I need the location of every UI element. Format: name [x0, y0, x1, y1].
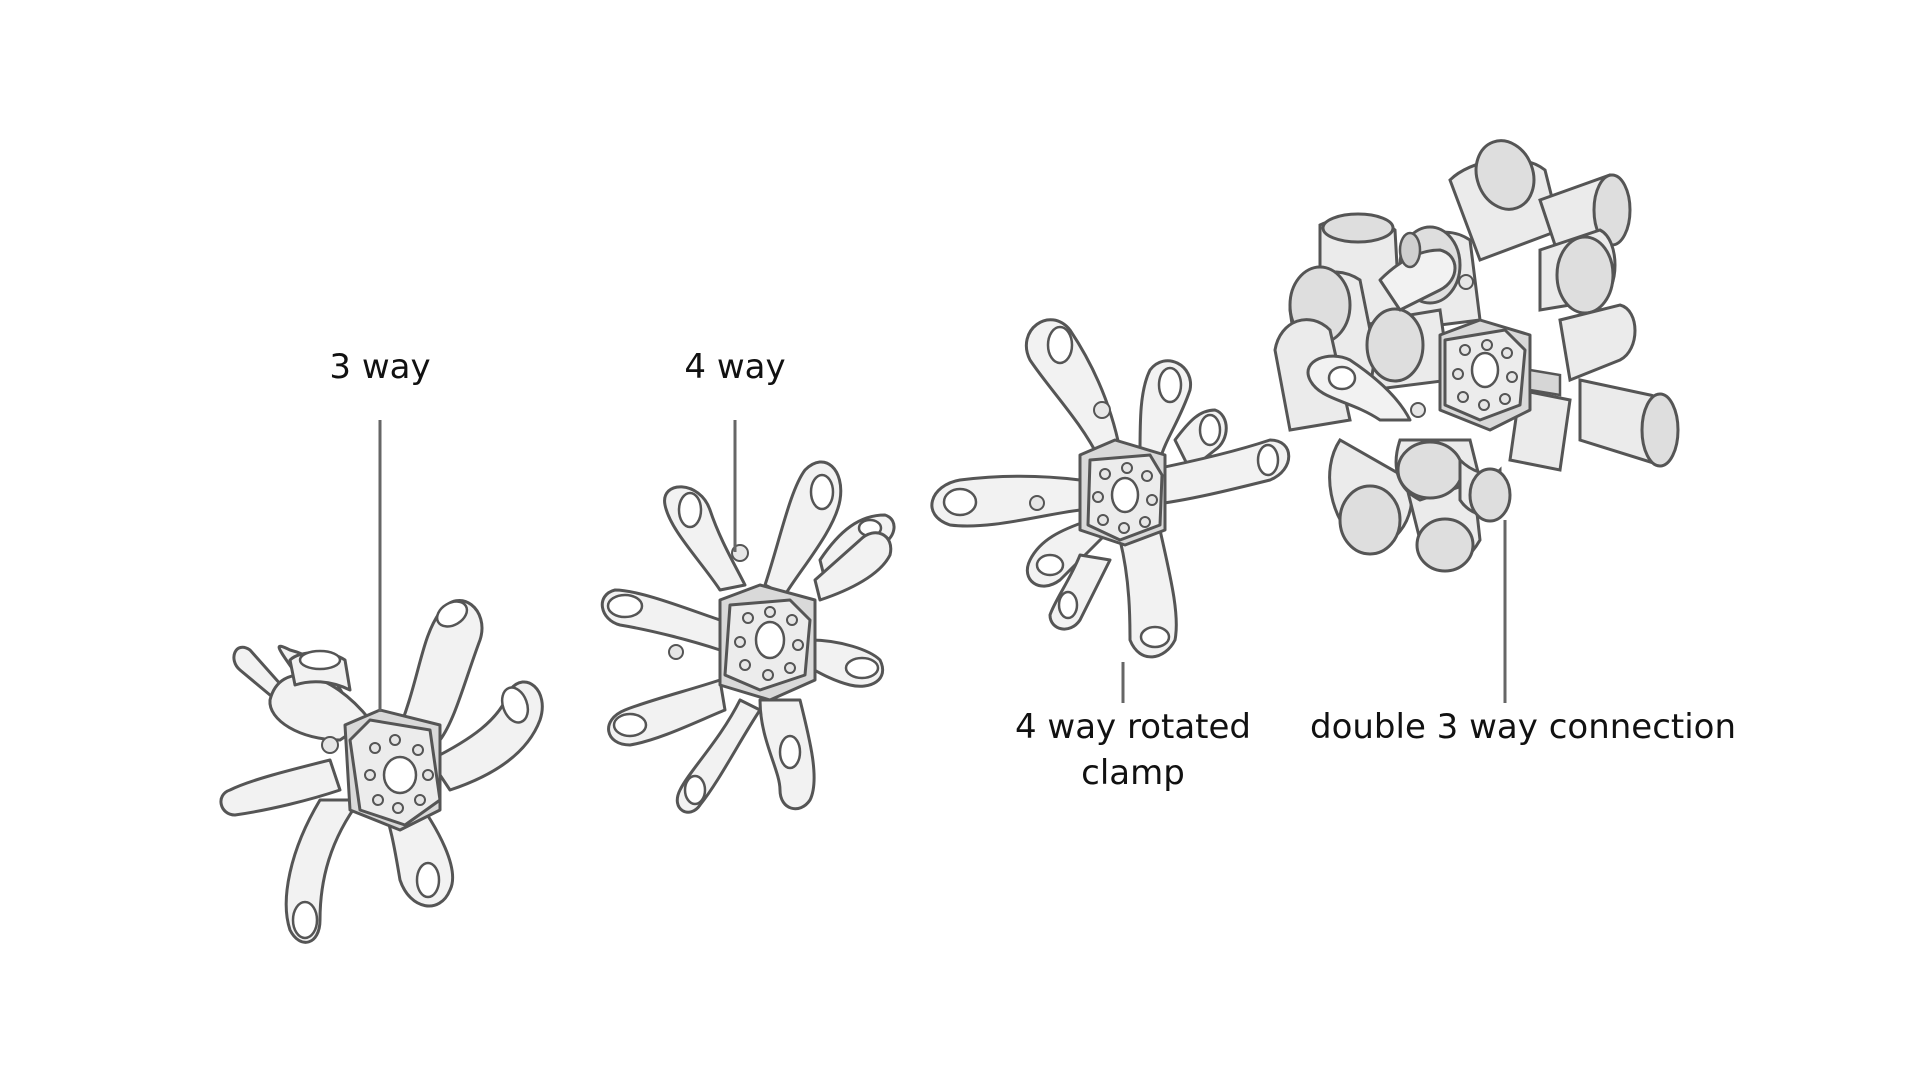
double-three-way-label-text: double 3 way connection — [1310, 707, 1737, 747]
three-way-label-text: 3 way — [329, 347, 431, 387]
four-way-rotated-label-line2: clamp — [1081, 753, 1185, 793]
three-way-connector — [219, 599, 544, 944]
four-way-rotated-clamp — [930, 318, 1291, 659]
double-three-way-label: double 3 way connection — [1310, 704, 1737, 750]
four-way-rotated-label-line1: 4 way rotated — [1014, 707, 1252, 747]
four-way-label: 4 way — [655, 344, 815, 390]
four-way-connector — [600, 460, 896, 814]
four-way-label-text: 4 way — [684, 347, 786, 387]
three-way-label: 3 way — [300, 344, 460, 390]
double-three-way-connection — [1273, 139, 1680, 573]
four-way-rotated-clamp-label: 4 way rotated clamp — [1003, 704, 1263, 796]
